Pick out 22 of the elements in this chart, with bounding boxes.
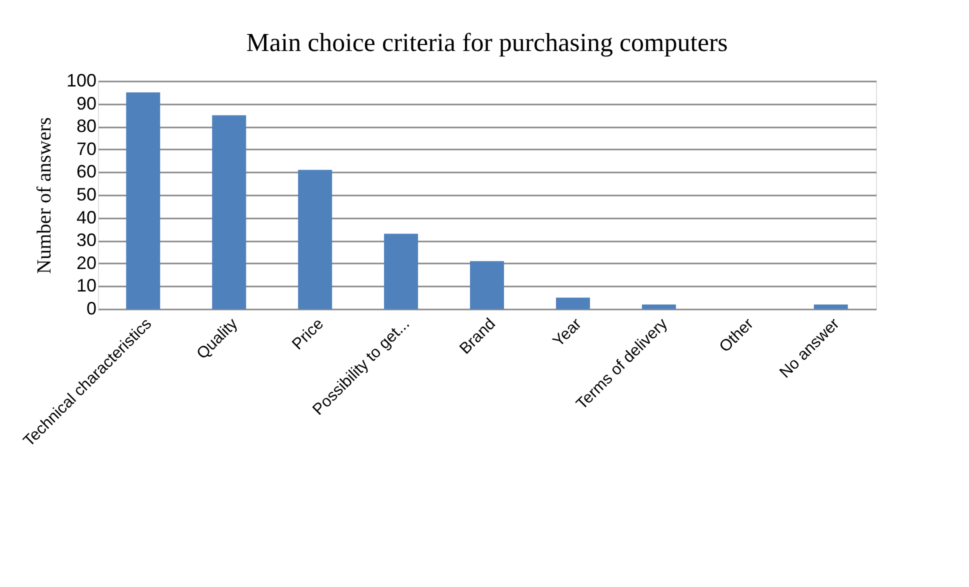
y-tick-label: 10: [76, 276, 96, 296]
y-tick-label: 70: [76, 138, 96, 159]
y-tick-label: 100: [66, 70, 96, 90]
bar: [470, 261, 504, 309]
y-tick-label: 30: [76, 230, 96, 250]
bar: [642, 304, 676, 309]
y-tick-label: 20: [76, 252, 96, 273]
y-tick-label: 40: [76, 207, 96, 228]
y-tick-label: 0: [86, 298, 96, 318]
bar: [298, 170, 332, 309]
y-tick-label: 60: [76, 162, 96, 182]
y-axis-title: Number of answers: [33, 116, 56, 274]
y-tick-label: 50: [76, 184, 96, 204]
bar: [814, 304, 848, 309]
bar: [212, 115, 246, 309]
bar: [126, 92, 160, 309]
bar: [556, 298, 590, 309]
y-tick-label: 90: [76, 93, 96, 114]
bar: [384, 234, 418, 309]
x-tick-label: Year: [550, 315, 586, 350]
chart-title: Main choice criteria for purchasing computers: [246, 28, 728, 57]
y-tick-label: 80: [76, 116, 96, 136]
